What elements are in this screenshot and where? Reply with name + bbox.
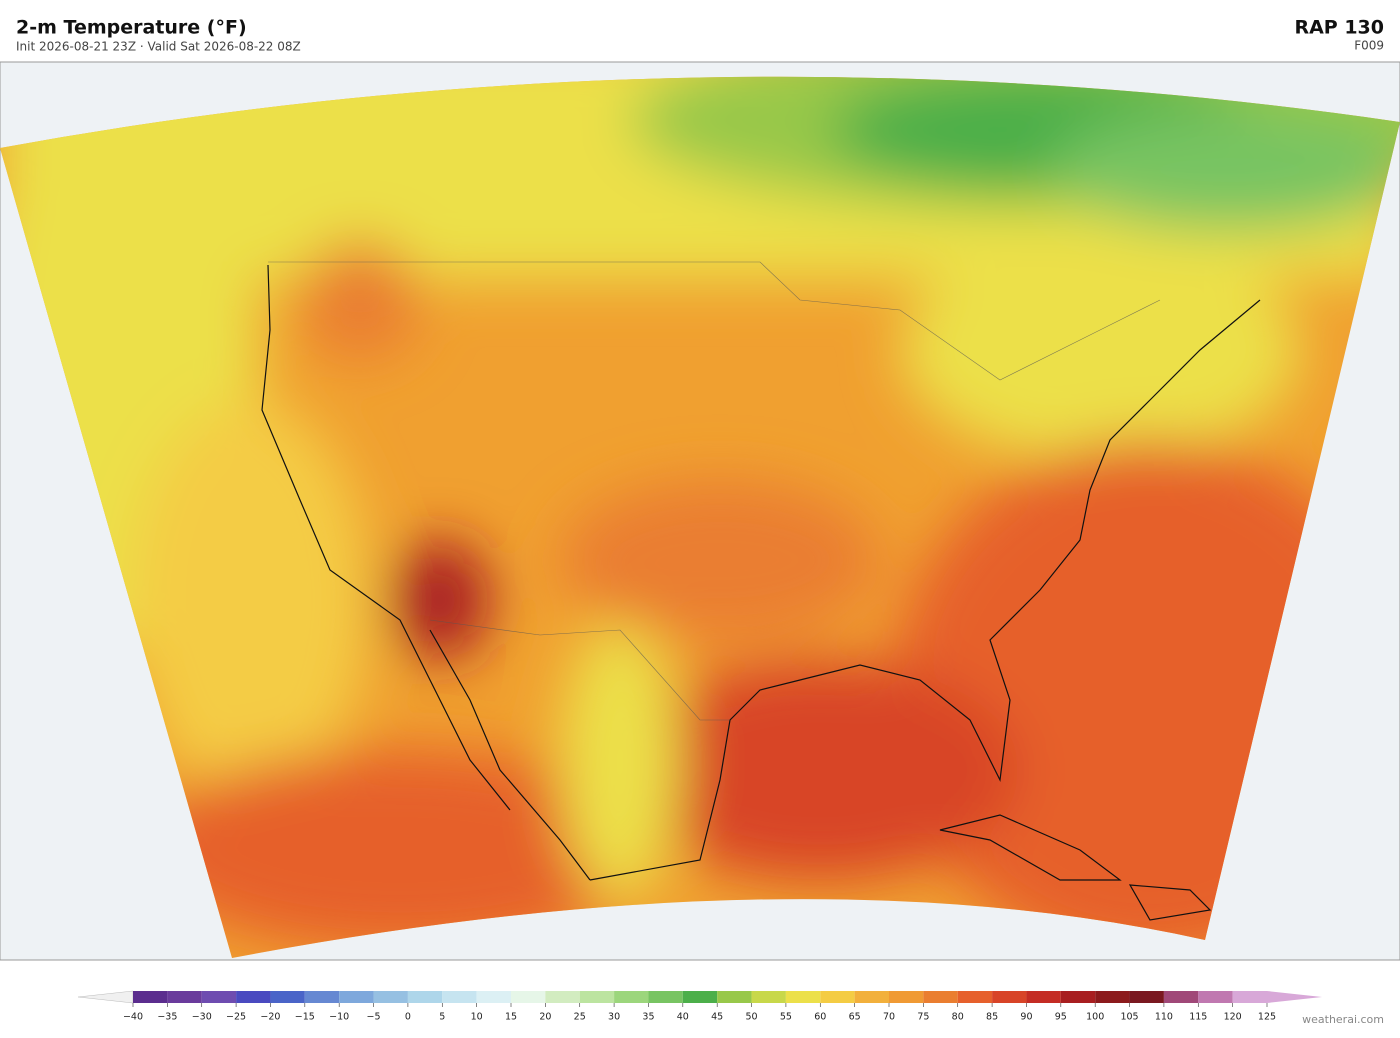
colorbar-tick-label: −10: [329, 1012, 349, 1023]
colorbar-tick-label: 10: [471, 1012, 483, 1023]
colorbar-tick-label: 110: [1155, 1012, 1173, 1023]
colorbar-segment: [476, 991, 511, 1003]
colorbar-tick-label: 80: [952, 1012, 964, 1023]
colorbar-tick-label: 95: [1055, 1012, 1067, 1023]
colorbar-segment: [717, 991, 752, 1003]
colorbar-segment: [270, 991, 305, 1003]
credit: weatherai.com: [1302, 1013, 1384, 1026]
colorbar-segment: [304, 991, 340, 1003]
colorbar-tick-label: 60: [814, 1012, 826, 1023]
colorbar-tick-label: −5: [367, 1012, 381, 1023]
colorbar-segment: [133, 991, 168, 1003]
colorbar-tick-label: −35: [157, 1012, 177, 1023]
colorbar-segment: [889, 991, 924, 1003]
colorbar-tick-label: −15: [295, 1012, 315, 1023]
colorbar-tick-label: 15: [505, 1012, 517, 1023]
colorbar-tick-label: −40: [123, 1012, 143, 1023]
colorbar-segment: [1095, 991, 1130, 1003]
colorbar-tick-label: 55: [780, 1012, 792, 1023]
colorbar-segment: [1198, 991, 1233, 1003]
colorbar-segment: [854, 991, 889, 1003]
colorbar-segment: [167, 991, 202, 1003]
colorbar-over-arrow: [1267, 991, 1322, 1003]
colorbar-tick-label: −20: [260, 1012, 280, 1023]
temperature-field: [0, 76, 1400, 959]
colorbar-tick-label: −25: [226, 1012, 246, 1023]
colorbar-tick-label: 125: [1258, 1012, 1276, 1023]
subtitle: Init 2026-08-21 23Z · Valid Sat 2026-08-…: [16, 40, 301, 54]
title: 2-m Temperature (°F): [16, 17, 247, 39]
colorbar-tick-label: 25: [574, 1012, 586, 1023]
colorbar-tick-label: 30: [608, 1012, 620, 1023]
colorbar-tick-label: 65: [849, 1012, 861, 1023]
colorbar-segment: [339, 991, 374, 1003]
colorbar-segment: [751, 991, 786, 1003]
colorbar-tick-label: 5: [439, 1012, 445, 1023]
colorbar-segment: [785, 991, 821, 1003]
colorbar-segment: [373, 991, 408, 1003]
colorbar-segment: [957, 991, 993, 1003]
colorbar-tick-label: 0: [405, 1012, 411, 1023]
colorbar-tick-label: 115: [1189, 1012, 1207, 1023]
colorbar-segment: [511, 991, 546, 1003]
colorbar: −40 −35 −30 −25 −20 −15 −10 −5 0 5 10 15 20 25 30 35 40 4…: [77, 990, 1322, 1023]
colorbar-tick-label: 75: [917, 1012, 929, 1023]
colorbar-tick-label: 45: [711, 1012, 723, 1023]
colorbar-segment: [442, 991, 477, 1003]
colorbar-segment: [992, 991, 1027, 1003]
colorbar-segment: [236, 991, 271, 1003]
colorbar-segment: [545, 991, 580, 1003]
colorbar-segment: [614, 991, 649, 1003]
colorbar-segment: [579, 991, 615, 1003]
forecast-hour: F009: [1354, 39, 1384, 53]
colorbar-tick-label: 120: [1224, 1012, 1242, 1023]
borders: [268, 261, 1161, 721]
colorbar-segment: [1026, 991, 1061, 1003]
colorbar-tick-label: 90: [1020, 1012, 1032, 1023]
colorbar-tick-label: 105: [1120, 1012, 1138, 1023]
colorbar-tick-label: −30: [192, 1012, 212, 1023]
colorbar-segment: [1129, 991, 1164, 1003]
colorbar-under-arrow: [77, 990, 134, 1004]
model-name: RAP 130: [1294, 17, 1384, 39]
colorbar-tick-label: 35: [642, 1012, 654, 1023]
colorbar-segment: [1060, 991, 1096, 1003]
colorbar-segment: [407, 991, 443, 1003]
colorbar-tick-label: 100: [1086, 1012, 1104, 1023]
colorbar-segment: [682, 991, 718, 1003]
colorbar-segment: [820, 991, 855, 1003]
colorbar-segment: [923, 991, 958, 1003]
colorbar-tick-label: 70: [883, 1012, 895, 1023]
colorbar-tick-label: 20: [539, 1012, 551, 1023]
colorbar-segment: [1163, 991, 1199, 1003]
colorbar-segment: [648, 991, 683, 1003]
colorbar-tick-label: 85: [986, 1012, 998, 1023]
colorbar-tick-label: 50: [745, 1012, 757, 1023]
colorbar-tick-label: 40: [677, 1012, 689, 1023]
colorbar-segment: [1232, 991, 1267, 1003]
colorbar-segment: [201, 991, 237, 1003]
